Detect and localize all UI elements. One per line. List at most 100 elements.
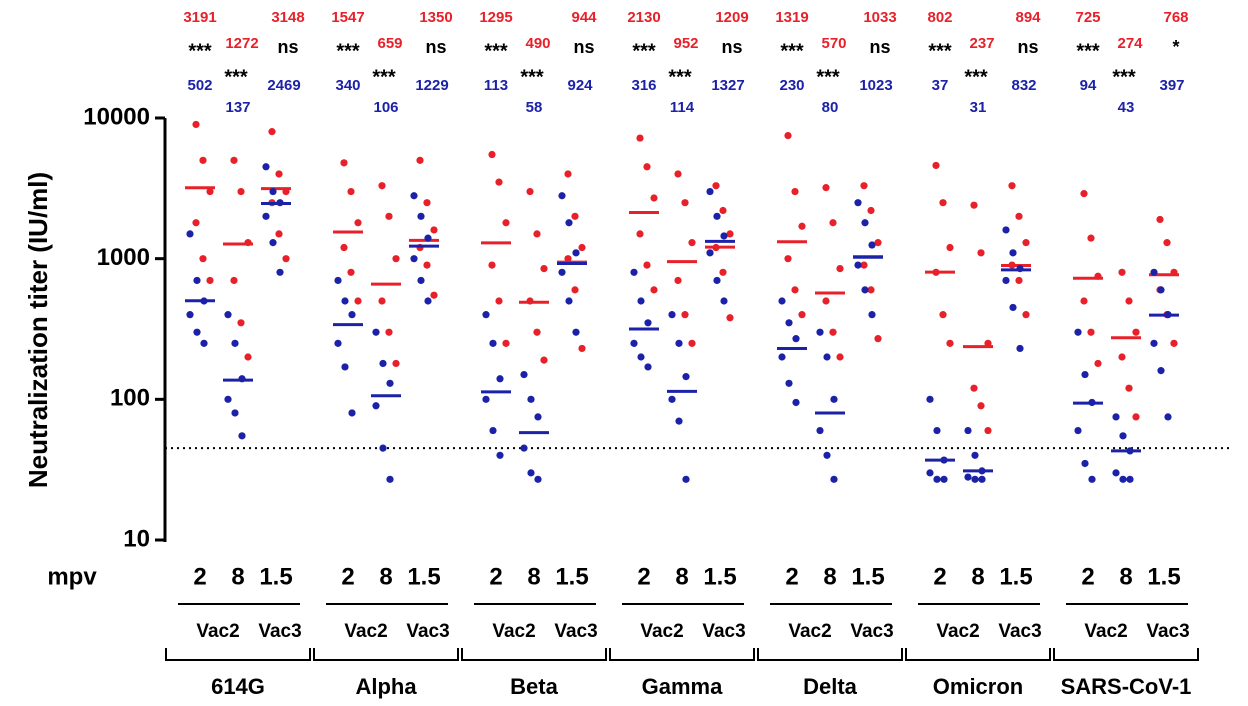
- data-point: [822, 297, 830, 305]
- data-point: [854, 199, 862, 207]
- significance-label: ***: [1112, 66, 1136, 88]
- data-point: [488, 261, 496, 269]
- data-point: [1074, 426, 1082, 435]
- data-point: [275, 230, 283, 238]
- y-tick-label: 10000: [83, 103, 150, 130]
- data-point: [829, 328, 837, 336]
- data-point: [496, 451, 504, 459]
- data-point: [720, 297, 728, 305]
- data-point: [206, 276, 214, 285]
- data-point: [829, 219, 837, 227]
- variant-bracket: [905, 648, 1051, 661]
- data-point: [650, 194, 658, 202]
- data-point: [860, 261, 868, 269]
- vaccine-label: Vac3: [850, 621, 893, 642]
- data-point: [1008, 182, 1016, 190]
- data-point: [682, 373, 690, 381]
- data-point: [860, 182, 868, 190]
- data-point: [940, 475, 948, 483]
- red-median-label: 952: [673, 35, 698, 52]
- timepoint-label: 1.5: [555, 563, 588, 590]
- data-point: [682, 475, 690, 483]
- data-point: [688, 239, 696, 247]
- data-point: [565, 297, 573, 305]
- red-median-label: 1295: [479, 9, 512, 26]
- timepoint-label: 8: [823, 563, 836, 590]
- blue-median-label: 230: [779, 77, 804, 94]
- significance-label: ***: [520, 66, 544, 88]
- vaccine-label: Vac3: [554, 621, 597, 642]
- data-point: [726, 230, 734, 238]
- data-point: [784, 255, 792, 263]
- blue-median-label: 37: [932, 77, 949, 94]
- data-point: [385, 212, 393, 220]
- data-point: [572, 249, 580, 257]
- data-point: [1132, 413, 1140, 421]
- red-median-label: 2130: [627, 9, 660, 26]
- data-point: [1156, 215, 1164, 224]
- data-point: [643, 261, 651, 269]
- data-point: [713, 276, 721, 285]
- timepoint-label: 2: [341, 563, 354, 590]
- data-point: [430, 291, 438, 299]
- vaccine-label: Vac3: [1146, 621, 1189, 642]
- data-point: [1002, 276, 1010, 285]
- data-point: [675, 417, 683, 425]
- data-point: [348, 311, 356, 319]
- data-point: [558, 192, 566, 200]
- data-point: [784, 131, 792, 140]
- significance-label: *: [1172, 37, 1179, 57]
- data-point: [392, 359, 400, 368]
- data-point: [836, 264, 844, 273]
- data-point: [424, 297, 432, 305]
- variant-label: Beta: [510, 674, 558, 699]
- data-point: [565, 219, 573, 227]
- data-point: [224, 311, 232, 319]
- data-point: [193, 276, 201, 285]
- red-median-label: 1547: [331, 9, 364, 26]
- significance-label: ***: [632, 40, 656, 62]
- data-point: [186, 311, 194, 319]
- data-point: [926, 469, 934, 477]
- data-point: [489, 426, 497, 435]
- variant-label: Omicron: [933, 674, 1023, 699]
- data-point: [341, 297, 349, 305]
- data-point: [822, 184, 830, 192]
- y-tick-label: 100: [110, 385, 150, 412]
- data-point: [643, 163, 651, 171]
- red-median-label: 490: [525, 35, 550, 52]
- timepoint-label: 1.5: [259, 563, 292, 590]
- x-axis-title: mpv: [47, 563, 97, 590]
- data-point: [1022, 311, 1030, 319]
- blue-median-label: 106: [373, 99, 398, 116]
- data-point: [540, 356, 548, 364]
- variant-label: Alpha: [355, 674, 417, 699]
- significance-label: ns: [573, 37, 594, 57]
- red-median-label: 237: [969, 35, 994, 52]
- data-point: [1132, 328, 1140, 336]
- data-point: [674, 276, 682, 285]
- data-point: [379, 444, 387, 452]
- data-point: [347, 187, 355, 196]
- data-point: [1074, 328, 1082, 336]
- red-median-label: 1319: [775, 9, 808, 26]
- data-point: [572, 328, 580, 336]
- blue-median-label: 31: [970, 99, 987, 116]
- blue-median-label: 2469: [267, 77, 300, 94]
- timepoint-label: 2: [637, 563, 650, 590]
- data-point: [520, 444, 528, 452]
- significance-label: ns: [721, 37, 742, 57]
- data-point: [1009, 303, 1017, 312]
- data-point: [230, 156, 238, 164]
- data-point: [186, 230, 194, 238]
- data-point: [1125, 384, 1133, 392]
- data-point: [861, 286, 869, 294]
- data-point: [496, 375, 504, 383]
- data-point: [534, 413, 542, 421]
- data-point: [1164, 413, 1172, 421]
- timepoint-label: 8: [675, 563, 688, 590]
- data-point: [854, 261, 862, 269]
- data-point: [791, 286, 799, 294]
- data-point: [354, 219, 362, 227]
- data-point: [964, 426, 972, 435]
